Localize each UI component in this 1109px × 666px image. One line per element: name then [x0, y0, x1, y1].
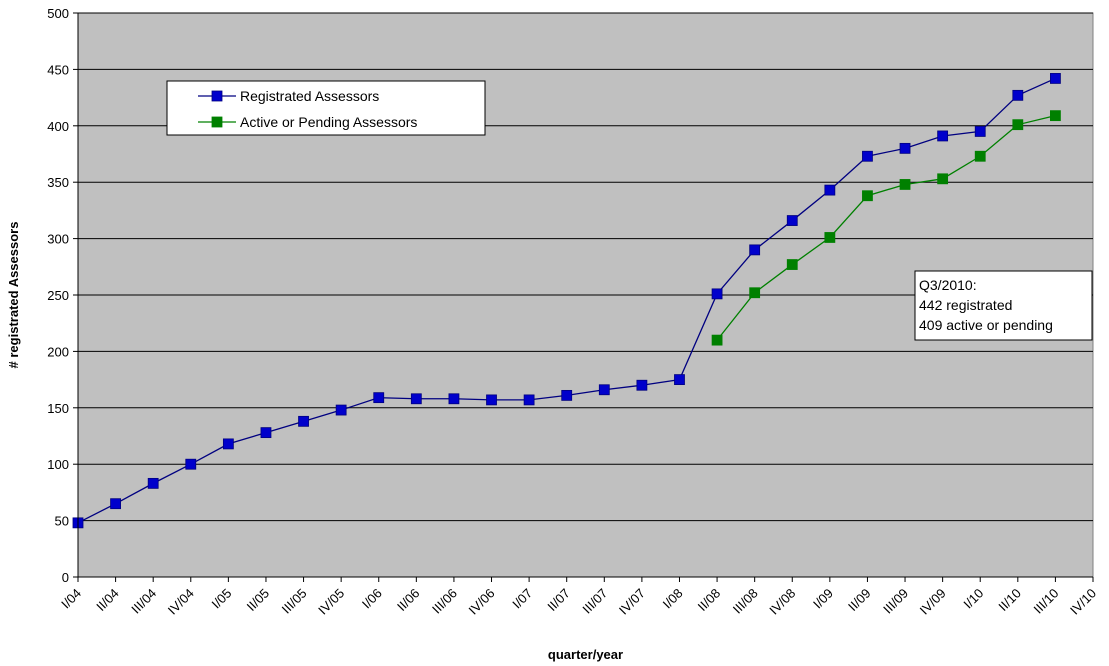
annotation-box: Q3/2010: 442 registrated 409 active or p…: [914, 270, 1093, 341]
series-0: [72, 73, 1061, 529]
legend-label-active: Active or Pending Assessors: [240, 114, 417, 130]
annotation-line-active: 409 active or pending: [919, 317, 1053, 333]
data-point: [110, 498, 121, 510]
data-point: [899, 142, 911, 154]
y-axis-ticks: 0 50 100 150 200 250 300 350 400 450 500: [47, 6, 78, 585]
data-point: [373, 392, 385, 404]
y-tick-label: 450: [47, 62, 69, 77]
data-point: [824, 184, 836, 196]
x-tick-label: IV/04: [165, 586, 197, 618]
data-point: [974, 150, 986, 162]
annotation-line-title: Q3/2010:: [919, 277, 977, 293]
data-point: [222, 438, 234, 450]
x-tick-label: I/06: [359, 586, 385, 612]
x-tick-label: III/06: [429, 586, 460, 617]
legend: Registrated Assessors Active or Pending …: [166, 80, 486, 136]
data-point: [561, 389, 573, 401]
data-point: [937, 173, 949, 185]
y-tick-label: 300: [47, 232, 69, 247]
x-tick-label: IV/07: [616, 586, 648, 618]
x-tick-label: III/10: [1030, 586, 1061, 617]
x-axis-title: quarter/year: [548, 647, 623, 662]
annotation-line-registrated: 442 registrated: [919, 297, 1012, 313]
series-1: [711, 110, 1061, 346]
x-tick-label: II/08: [695, 586, 723, 614]
x-tick-label: III/05: [279, 586, 310, 617]
data-point: [862, 190, 873, 202]
data-point: [185, 458, 197, 470]
data-point: [1012, 89, 1024, 101]
x-tick-label: IV/06: [466, 586, 498, 618]
data-point: [335, 404, 347, 416]
x-tick-label: III/04: [128, 586, 159, 617]
data-point: [674, 374, 685, 386]
data-point: [1050, 73, 1061, 84]
x-tick-label: IV/09: [917, 586, 949, 618]
x-tick-label: I/10: [960, 586, 986, 612]
data-point: [636, 379, 648, 391]
x-tick-label: II/04: [93, 586, 121, 614]
data-point: [862, 150, 873, 162]
legend-label-registrated: Registrated Assessors: [240, 88, 379, 104]
x-tick-label: III/08: [730, 586, 761, 617]
data-point: [523, 394, 535, 406]
x-tick-label: II/09: [845, 586, 873, 614]
legend-marker-registrated: [211, 90, 223, 102]
data-point: [824, 232, 836, 243]
data-point: [749, 244, 761, 256]
data-point: [598, 384, 610, 396]
y-tick-label: 200: [47, 344, 69, 359]
x-tick-label: II/10: [995, 586, 1023, 614]
data-point: [1050, 110, 1061, 122]
data-point: [260, 427, 272, 439]
x-tick-label: IV/10: [1067, 586, 1099, 618]
y-tick-label: 350: [47, 175, 69, 190]
data-point: [298, 415, 309, 427]
y-tick-label: 500: [47, 6, 69, 21]
data-point: [448, 393, 460, 405]
data-point: [147, 477, 159, 489]
x-tick-label: IV/08: [766, 586, 798, 618]
y-tick-label: 50: [55, 514, 69, 529]
series-layer: [72, 73, 1061, 529]
x-tick-label: IV/05: [315, 586, 347, 618]
x-tick-label: III/09: [880, 586, 911, 617]
data-point: [1012, 119, 1024, 131]
x-tick-label: II/06: [394, 586, 422, 614]
x-tick-label: I/07: [509, 586, 535, 612]
data-point: [486, 394, 497, 406]
x-axis-ticks: I/04 II/04 III/04 IV/04 I/05 II/05 III/05 IV/05…: [58, 577, 1099, 618]
x-tick-label: I/09: [810, 586, 836, 612]
x-tick-label: II/05: [244, 586, 272, 614]
data-point: [711, 288, 723, 300]
y-axis-title: # registrated Assessors: [6, 222, 21, 369]
data-point: [786, 259, 798, 270]
data-point: [786, 215, 798, 226]
data-point: [410, 393, 422, 405]
x-tick-label: I/08: [660, 586, 686, 612]
data-point: [974, 126, 986, 137]
data-point: [711, 334, 723, 346]
data-point: [749, 287, 761, 299]
annotation-border: [914, 270, 1093, 341]
y-tick-label: 250: [47, 288, 69, 303]
y-tick-label: 400: [47, 119, 69, 134]
y-tick-label: 0: [62, 570, 69, 585]
data-point: [937, 130, 949, 142]
x-tick-label: I/04: [58, 586, 84, 612]
x-tick-label: II/07: [544, 586, 572, 614]
legend-marker-active: [211, 116, 223, 128]
x-tick-label: III/07: [579, 586, 610, 617]
y-tick-label: 100: [47, 457, 69, 472]
x-tick-label: I/05: [209, 586, 235, 612]
y-tick-label: 150: [47, 401, 69, 416]
data-point: [899, 179, 911, 190]
series-line: [716, 115, 1056, 341]
